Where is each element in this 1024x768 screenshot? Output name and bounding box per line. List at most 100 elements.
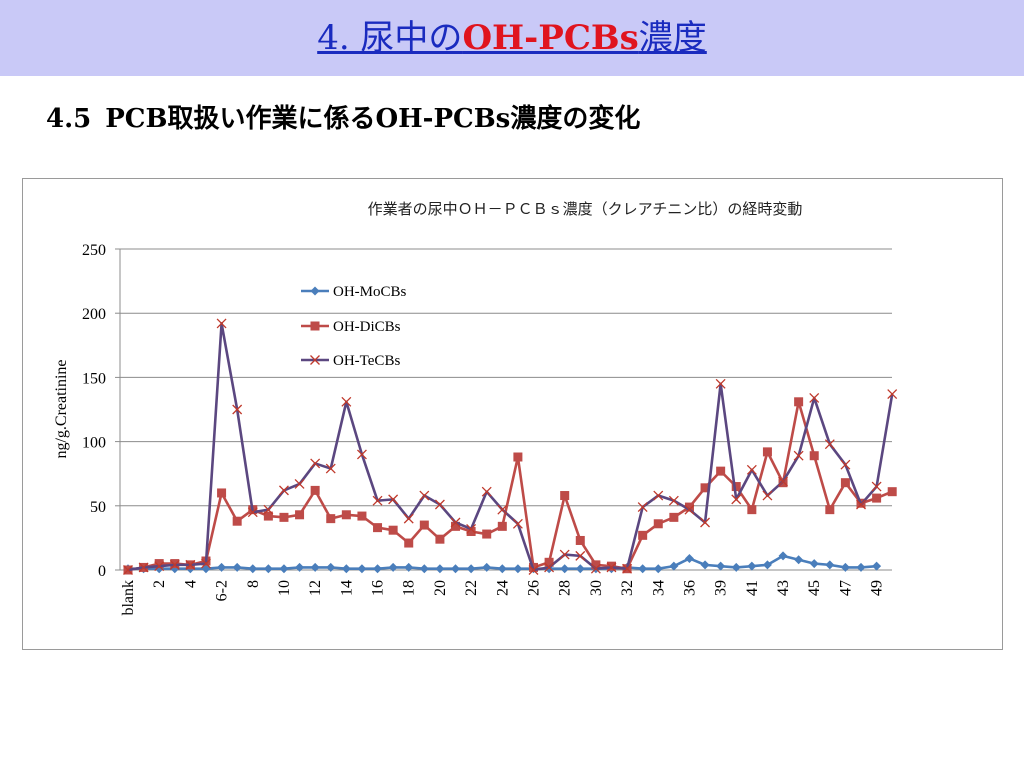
- y-tick-label: 250: [82, 242, 106, 259]
- legend-label: OH-TeCBs: [333, 353, 400, 369]
- data-point: [793, 450, 804, 461]
- data-point: [575, 535, 585, 545]
- data-point: [653, 490, 664, 501]
- data-point: [419, 520, 429, 530]
- data-point: [263, 564, 273, 574]
- data-point: [497, 564, 507, 574]
- data-point: [840, 459, 851, 470]
- data-point: [295, 562, 305, 572]
- data-point: [653, 564, 663, 574]
- data-point: [388, 494, 399, 505]
- x-tick-label: 32: [619, 580, 636, 596]
- section-title: PCB取扱い作業に係るOH-PCBs濃度の変化: [105, 104, 641, 134]
- data-point: [326, 562, 336, 572]
- data-point: [716, 466, 726, 476]
- data-point: [310, 458, 321, 469]
- x-tick-label: 26: [525, 580, 542, 596]
- data-point: [809, 392, 820, 403]
- data-point: [341, 396, 352, 407]
- data-point: [466, 523, 477, 534]
- data-point: [247, 507, 258, 518]
- data-point: [232, 516, 242, 526]
- data-point: [404, 538, 414, 548]
- data-point: [310, 355, 320, 365]
- data-point: [700, 517, 711, 528]
- data-point: [731, 494, 742, 505]
- data-point: [856, 562, 866, 572]
- data-point: [326, 514, 336, 524]
- x-tick-label: 28: [557, 580, 574, 596]
- data-point: [310, 286, 320, 296]
- data-point: [871, 481, 882, 492]
- data-point: [872, 561, 882, 571]
- x-tick-label: 30: [588, 580, 605, 596]
- data-point: [575, 564, 585, 574]
- data-point: [357, 511, 367, 521]
- data-point: [513, 564, 523, 574]
- data-point: [451, 564, 461, 574]
- data-point: [591, 560, 601, 570]
- data-point: [263, 511, 273, 521]
- data-point: [716, 561, 726, 571]
- data-point: [747, 505, 757, 515]
- data-point: [373, 564, 383, 574]
- y-tick-label: 200: [82, 306, 106, 323]
- x-tick-label: 10: [276, 580, 293, 596]
- legend-item: OH-MoCBs: [301, 284, 407, 300]
- data-point: [544, 557, 554, 567]
- data-point: [715, 378, 726, 389]
- data-point: [341, 510, 351, 520]
- data-point: [700, 483, 710, 493]
- data-point: [638, 564, 648, 574]
- data-point: [482, 529, 492, 539]
- data-point: [310, 562, 320, 572]
- x-tick-label: 12: [307, 580, 324, 596]
- data-point: [419, 564, 429, 574]
- y-tick-label: 150: [82, 370, 106, 387]
- data-point: [450, 517, 461, 528]
- data-point: [575, 550, 586, 561]
- x-tick-label: 24: [494, 580, 511, 596]
- section-heading: 4.5 PCB取扱い作業に係るOH-PCBs濃度の変化: [46, 98, 640, 135]
- data-point: [840, 562, 850, 572]
- data-point: [887, 389, 898, 400]
- data-point: [279, 564, 289, 574]
- data-point: [154, 559, 164, 569]
- legend-label: OH-DiCBs: [333, 319, 401, 335]
- data-point: [123, 565, 133, 575]
- x-tick-label: 18: [401, 580, 418, 596]
- data-point: [294, 479, 305, 489]
- data-point: [684, 553, 694, 563]
- slide-title-prefix: 4. 尿中の: [317, 18, 463, 58]
- line-chart: 作業者の尿中ＯＨ－ＰＣＢｓ濃度（クレアチニン比）の経時変動 0 50 100 150 2…: [53, 200, 898, 616]
- data-point: [669, 561, 679, 571]
- x-tick-label: 6-2: [214, 580, 231, 601]
- data-point: [263, 504, 274, 515]
- data-point: [481, 486, 492, 497]
- data-point: [747, 561, 757, 571]
- x-tick-label: 8: [245, 580, 262, 588]
- x-tick-labels: blank 2 4 6-2 8 10 12 14 16 18 20 22 24 26 28 30 32 34 36 3…: [120, 580, 886, 616]
- data-point: [434, 499, 445, 510]
- slide-title-suffix: 濃度: [638, 18, 707, 58]
- data-point: [762, 560, 772, 570]
- data-point: [778, 551, 788, 561]
- data-point: [232, 404, 243, 415]
- data-point: [201, 558, 211, 569]
- data-point: [794, 555, 804, 565]
- data-point: [544, 562, 555, 573]
- data-point: [887, 487, 897, 497]
- data-point: [403, 513, 414, 524]
- data-point: [809, 451, 819, 461]
- data-point: [451, 521, 461, 531]
- data-point: [606, 562, 617, 573]
- data-point: [560, 491, 570, 501]
- data-point: [700, 560, 710, 570]
- data-point: [357, 564, 367, 574]
- x-tick-label: 43: [775, 580, 792, 596]
- data-point: [824, 439, 835, 450]
- data-point: [762, 447, 772, 457]
- x-tick-label: 16: [370, 580, 387, 596]
- x-tick-label: blank: [120, 580, 137, 616]
- data-point: [497, 504, 508, 515]
